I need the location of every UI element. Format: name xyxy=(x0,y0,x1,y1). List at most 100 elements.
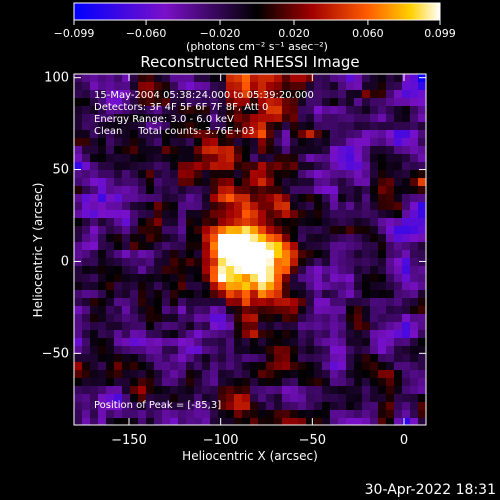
heatmap-cell xyxy=(346,338,355,347)
heatmap-cell xyxy=(98,386,107,395)
heatmap-cell xyxy=(394,354,403,363)
heatmap-cell xyxy=(218,402,227,411)
heatmap-cell xyxy=(274,258,283,267)
heatmap-cell xyxy=(138,338,147,347)
heatmap-cell xyxy=(178,106,187,115)
heatmap-cell xyxy=(146,194,155,203)
heatmap-cell xyxy=(410,122,419,131)
heatmap-cell xyxy=(130,74,139,83)
heatmap-cell xyxy=(210,418,219,425)
heatmap-cell xyxy=(258,370,267,379)
heatmap-cell xyxy=(90,82,99,91)
heatmap-cell xyxy=(362,210,371,219)
heatmap-cell xyxy=(290,130,299,139)
heatmap-cell xyxy=(178,346,187,355)
heatmap-cell xyxy=(154,130,163,139)
heatmap-cell xyxy=(106,74,115,83)
heatmap-cell xyxy=(162,74,171,83)
heatmap-cell xyxy=(90,154,99,163)
heatmap-cell xyxy=(266,330,275,339)
heatmap-cell xyxy=(282,346,291,355)
heatmap-cell xyxy=(98,98,107,107)
heatmap-cell xyxy=(418,114,426,123)
heatmap-cell xyxy=(314,370,323,379)
heatmap-cell xyxy=(90,194,99,203)
heatmap-cell xyxy=(130,122,139,131)
heatmap-cell xyxy=(354,242,363,251)
heatmap-cell xyxy=(378,402,387,411)
heatmap-cell xyxy=(290,242,299,251)
heatmap-cell xyxy=(314,266,323,275)
heatmap-cell xyxy=(138,98,147,107)
heatmap-cell xyxy=(282,242,291,251)
heatmap-cell xyxy=(258,114,267,123)
heatmap-cell xyxy=(178,250,187,259)
heatmap-cell xyxy=(354,298,363,307)
heatmap-cell xyxy=(306,290,315,299)
heatmap-cell xyxy=(226,170,235,179)
heatmap-cell xyxy=(322,178,331,187)
heatmap-cell xyxy=(282,410,291,419)
heatmap-cell xyxy=(226,266,235,275)
heatmap-cell xyxy=(258,418,267,425)
heatmap-cell xyxy=(138,250,147,259)
heatmap-cell xyxy=(402,218,411,227)
heatmap-cell xyxy=(258,274,267,283)
heatmap-cell xyxy=(354,386,363,395)
heatmap-cell xyxy=(298,210,307,219)
heatmap-cell xyxy=(218,98,227,107)
heatmap-cell xyxy=(402,354,411,363)
heatmap-cell xyxy=(346,186,355,195)
heatmap-cell xyxy=(274,202,283,211)
heatmap-cell xyxy=(402,394,411,403)
heatmap-cell xyxy=(354,266,363,275)
heatmap-cell xyxy=(418,162,426,171)
heatmap-cell xyxy=(266,322,275,331)
heatmap-cell xyxy=(90,162,99,171)
heatmap-cell xyxy=(138,298,147,307)
heatmap-cell xyxy=(298,266,307,275)
heatmap-cell xyxy=(146,106,155,115)
heatmap-cell xyxy=(114,338,123,347)
heatmap-cell xyxy=(378,378,387,387)
heatmap-cell xyxy=(74,290,83,299)
heatmap-cell xyxy=(242,114,251,123)
heatmap-cell xyxy=(138,226,147,235)
heatmap-cell xyxy=(402,290,411,299)
heatmap-cell xyxy=(90,98,99,107)
heatmap-cell xyxy=(338,362,347,371)
heatmap-cell xyxy=(330,90,339,99)
heatmap-cell xyxy=(178,370,187,379)
heatmap-cell xyxy=(82,354,91,363)
heatmap-cell xyxy=(162,418,171,425)
heatmap-cell xyxy=(82,418,91,425)
footer-timestamp: 30-Apr-2022 18:31 xyxy=(365,482,496,498)
heatmap-cell xyxy=(370,306,379,315)
heatmap-cell xyxy=(306,122,315,131)
heatmap-cell xyxy=(258,178,267,187)
heatmap-cell xyxy=(418,258,426,267)
heatmap-cell xyxy=(250,394,259,403)
heatmap-cell xyxy=(290,418,299,425)
heatmap-cell xyxy=(90,178,99,187)
heatmap-cell xyxy=(306,202,315,211)
heatmap-cell xyxy=(74,394,83,403)
heatmap-cell xyxy=(186,170,195,179)
heatmap-cell xyxy=(178,274,187,283)
heatmap-cell xyxy=(194,306,203,315)
heatmap-cell xyxy=(82,386,91,395)
heatmap-cell xyxy=(290,114,299,123)
heatmap-cell xyxy=(130,290,139,299)
heatmap-cell xyxy=(418,194,426,203)
heatmap-cell xyxy=(170,418,179,425)
heatmap-cell xyxy=(370,282,379,291)
heatmap-cell xyxy=(74,298,83,307)
heatmap-cell xyxy=(266,282,275,291)
heatmap-cell xyxy=(322,362,331,371)
heatmap-cell xyxy=(402,330,411,339)
heatmap-cell xyxy=(242,90,251,99)
heatmap-cell xyxy=(154,154,163,163)
heatmap-cell xyxy=(98,330,107,339)
heatmap-cell xyxy=(250,330,259,339)
heatmap-cell xyxy=(194,298,203,307)
